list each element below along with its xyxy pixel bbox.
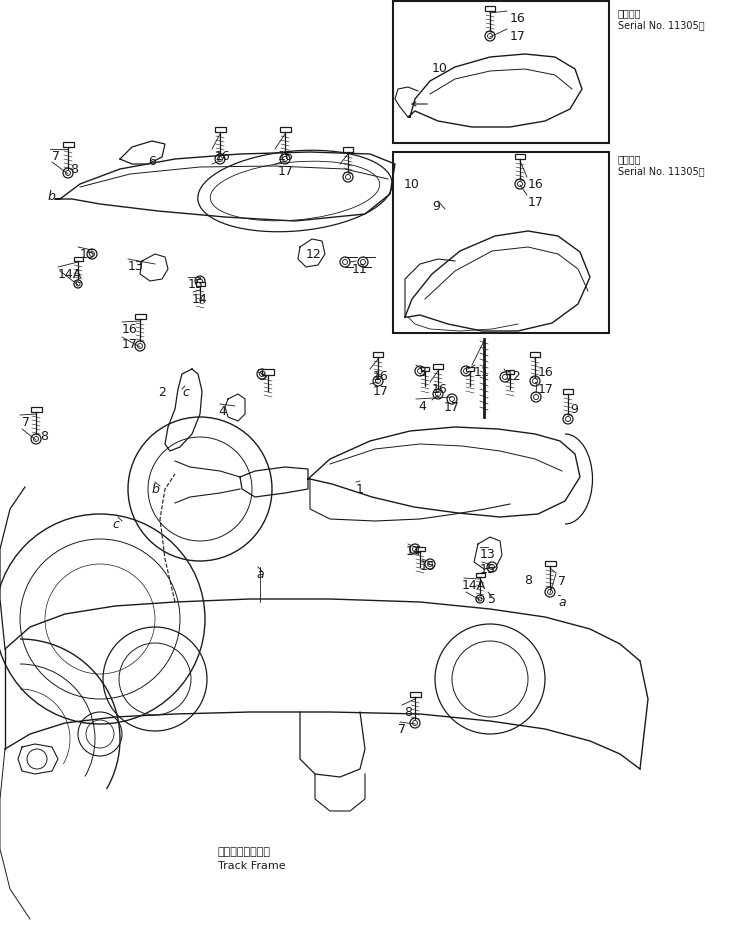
Text: 2: 2 [158, 386, 166, 398]
Text: 7: 7 [558, 574, 566, 587]
Text: 10: 10 [432, 62, 448, 75]
Text: トラックフレーム: トラックフレーム [218, 846, 271, 856]
Text: 17: 17 [528, 196, 544, 209]
Text: 13: 13 [480, 548, 496, 561]
Text: 8: 8 [70, 162, 78, 175]
Text: 7: 7 [52, 149, 60, 162]
Bar [476, 574, 485, 577]
Text: 9: 9 [570, 403, 578, 416]
Text: 16: 16 [432, 382, 448, 395]
Text: 16: 16 [278, 149, 294, 162]
Bar [563, 390, 573, 394]
Text: 17: 17 [373, 384, 389, 397]
Text: 14: 14 [406, 545, 422, 558]
Text: 7: 7 [22, 416, 30, 429]
Text: 17: 17 [538, 382, 554, 395]
Text: 5: 5 [488, 592, 496, 605]
Text: 13: 13 [128, 260, 143, 273]
Text: 9: 9 [432, 200, 440, 213]
Text: 15: 15 [480, 562, 496, 575]
Text: a: a [256, 567, 264, 580]
Text: 適用号機: 適用号機 [618, 8, 641, 18]
Text: b: b [152, 483, 160, 496]
Bar [409, 692, 420, 697]
Bar [485, 7, 495, 12]
Bar [373, 353, 383, 357]
Text: 8: 8 [40, 430, 48, 443]
Bar [135, 315, 146, 319]
Bar [545, 561, 556, 566]
Text: 8: 8 [404, 705, 412, 718]
Bar [262, 369, 274, 376]
Text: 3: 3 [258, 369, 266, 382]
Text: 1: 1 [356, 483, 364, 496]
Text: b: b [48, 190, 56, 203]
Bar [343, 148, 353, 153]
Text: c: c [182, 386, 189, 398]
Text: 15: 15 [420, 560, 436, 573]
Text: 11: 11 [352, 263, 367, 276]
Text: c: c [112, 518, 119, 531]
Bar [466, 367, 474, 371]
Text: 12: 12 [506, 369, 522, 382]
Text: 16: 16 [215, 149, 231, 162]
Text: 17: 17 [510, 30, 526, 43]
Bar [214, 128, 225, 133]
Bar [393, 2, 609, 144]
Text: 16: 16 [373, 369, 389, 382]
Bar [393, 153, 609, 334]
Text: 17: 17 [444, 401, 460, 414]
Text: 4: 4 [218, 405, 226, 418]
Text: 17: 17 [122, 338, 138, 351]
Text: 適用号機: 適用号機 [618, 154, 641, 164]
Text: 4: 4 [418, 400, 426, 413]
Text: 16: 16 [510, 12, 526, 25]
Bar [433, 365, 443, 369]
Bar [506, 370, 514, 375]
Text: 3: 3 [418, 366, 426, 379]
Text: 14: 14 [192, 292, 208, 305]
Text: 16: 16 [528, 178, 544, 191]
Bar [195, 283, 204, 287]
Text: Track Frame: Track Frame [218, 860, 285, 870]
Text: 11: 11 [474, 366, 490, 379]
Text: 8: 8 [524, 574, 532, 586]
Bar [421, 367, 429, 371]
Text: 16: 16 [122, 323, 138, 336]
Bar [73, 258, 83, 262]
Text: 6: 6 [148, 155, 156, 168]
Bar [31, 407, 42, 413]
Bar [530, 353, 540, 357]
Text: 7: 7 [398, 722, 406, 735]
Text: Serial No. 11305～: Serial No. 11305～ [618, 20, 705, 30]
Text: 14A: 14A [462, 578, 486, 591]
Bar [62, 143, 73, 148]
Text: 12: 12 [306, 248, 322, 261]
Text: 15: 15 [80, 248, 96, 261]
Text: 17: 17 [278, 165, 294, 178]
Text: 14A: 14A [58, 267, 82, 280]
Text: a: a [558, 596, 566, 609]
Bar [280, 128, 291, 133]
Bar [416, 548, 425, 551]
Text: 10: 10 [404, 178, 420, 191]
Text: Serial No. 11305～: Serial No. 11305～ [618, 166, 705, 175]
Text: 15: 15 [188, 277, 204, 290]
Bar [515, 155, 525, 160]
Text: 16: 16 [538, 366, 553, 379]
